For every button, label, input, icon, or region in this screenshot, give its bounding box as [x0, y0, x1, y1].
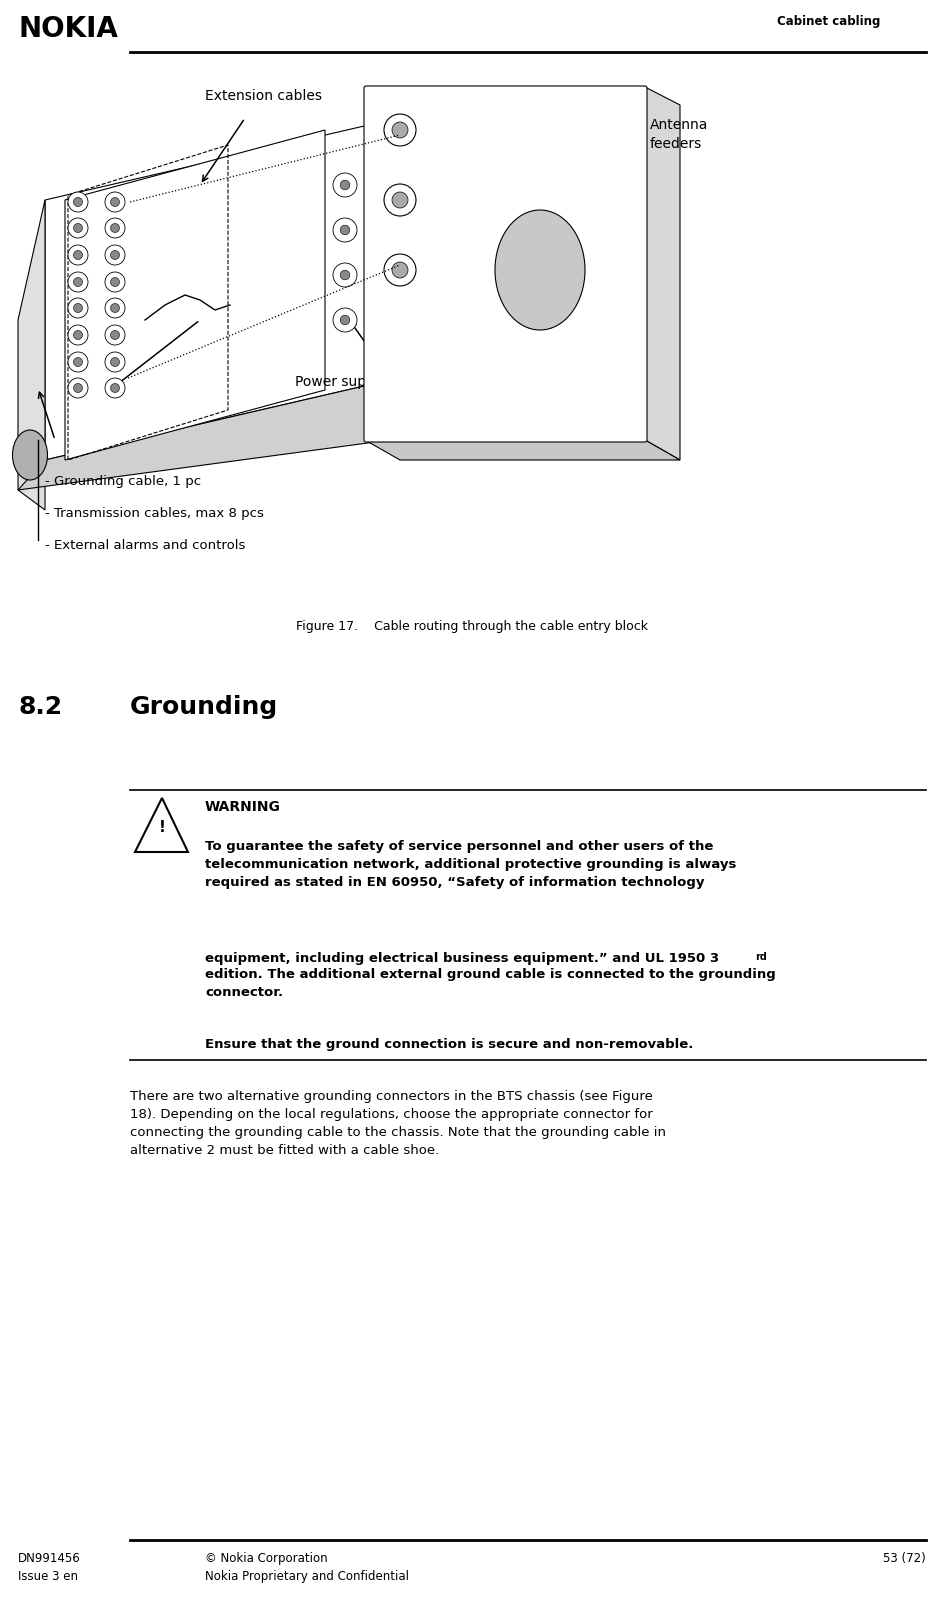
Circle shape — [110, 198, 120, 206]
Circle shape — [333, 172, 357, 196]
Circle shape — [74, 303, 82, 313]
Circle shape — [105, 351, 125, 372]
FancyBboxPatch shape — [364, 86, 647, 442]
Circle shape — [105, 299, 125, 318]
Text: 53 (72): 53 (72) — [884, 1552, 926, 1565]
Text: - Transmission cables, max 8 pcs: - Transmission cables, max 8 pcs — [45, 506, 264, 521]
Circle shape — [110, 278, 120, 286]
Circle shape — [68, 299, 88, 318]
Circle shape — [68, 219, 88, 238]
Text: Cabinet cabling: Cabinet cabling — [777, 14, 880, 29]
Text: DN991456: DN991456 — [18, 1552, 81, 1565]
Circle shape — [68, 192, 88, 212]
Circle shape — [105, 192, 125, 212]
Polygon shape — [65, 129, 325, 460]
Circle shape — [74, 251, 82, 259]
Circle shape — [333, 308, 357, 332]
Text: Extension cables: Extension cables — [205, 89, 322, 102]
Circle shape — [340, 225, 350, 235]
Circle shape — [68, 378, 88, 398]
Circle shape — [384, 254, 416, 286]
Text: equipment, including electrical business equipment.” and UL 1950 3: equipment, including electrical business… — [205, 952, 719, 965]
Circle shape — [105, 219, 125, 238]
Circle shape — [384, 184, 416, 216]
Polygon shape — [365, 86, 645, 441]
Circle shape — [333, 264, 357, 287]
Circle shape — [105, 271, 125, 292]
Text: !: ! — [159, 821, 165, 835]
Text: - External alarms and controls: - External alarms and controls — [45, 540, 245, 553]
Ellipse shape — [12, 430, 47, 481]
Polygon shape — [18, 380, 390, 490]
Circle shape — [68, 351, 88, 372]
Circle shape — [340, 180, 350, 190]
Circle shape — [392, 262, 408, 278]
Circle shape — [105, 378, 125, 398]
Text: WARNING: WARNING — [205, 800, 281, 814]
Circle shape — [105, 244, 125, 265]
Ellipse shape — [495, 209, 585, 331]
Circle shape — [392, 121, 408, 137]
Circle shape — [105, 326, 125, 345]
Text: Grounding: Grounding — [130, 695, 278, 719]
Text: © Nokia Corporation: © Nokia Corporation — [205, 1552, 328, 1565]
Text: Figure 17.    Cable routing through the cable entry block: Figure 17. Cable routing through the cab… — [296, 620, 648, 632]
Text: 8.2: 8.2 — [18, 695, 62, 719]
Circle shape — [74, 358, 82, 366]
Polygon shape — [135, 798, 188, 853]
Circle shape — [68, 271, 88, 292]
Text: Ensure that the ground connection is secure and non-removable.: Ensure that the ground connection is sec… — [205, 1038, 694, 1051]
Text: NOKIA: NOKIA — [18, 14, 118, 43]
Circle shape — [68, 244, 88, 265]
Circle shape — [74, 331, 82, 340]
Text: Nokia Proprietary and Confidential: Nokia Proprietary and Confidential — [205, 1570, 409, 1583]
Circle shape — [333, 219, 357, 243]
Text: edition. The additional external ground cable is connected to the grounding
conn: edition. The additional external ground … — [205, 968, 776, 1000]
Circle shape — [110, 358, 120, 366]
Polygon shape — [365, 441, 680, 460]
Text: rd: rd — [755, 952, 767, 961]
Text: - Grounding cable, 1 pc: - Grounding cable, 1 pc — [45, 474, 201, 489]
Text: Antenna
feeders: Antenna feeders — [650, 118, 708, 152]
Polygon shape — [45, 120, 390, 460]
Circle shape — [110, 251, 120, 259]
Text: There are two alternative grounding connectors in the BTS chassis (see Figure
18: There are two alternative grounding conn… — [130, 1091, 666, 1156]
Circle shape — [384, 113, 416, 145]
Circle shape — [110, 224, 120, 233]
Circle shape — [74, 278, 82, 286]
Polygon shape — [645, 86, 680, 460]
Polygon shape — [18, 200, 45, 509]
Circle shape — [340, 315, 350, 324]
Circle shape — [74, 198, 82, 206]
Circle shape — [68, 326, 88, 345]
Circle shape — [74, 224, 82, 233]
Circle shape — [110, 383, 120, 393]
Text: Issue 3 en: Issue 3 en — [18, 1570, 78, 1583]
Circle shape — [110, 303, 120, 313]
Circle shape — [392, 192, 408, 208]
Circle shape — [340, 270, 350, 279]
Text: To guarantee the safety of service personnel and other users of the
telecommunic: To guarantee the safety of service perso… — [205, 840, 736, 890]
Circle shape — [110, 331, 120, 340]
Circle shape — [74, 383, 82, 393]
Text: Power supply cable: Power supply cable — [295, 375, 429, 390]
